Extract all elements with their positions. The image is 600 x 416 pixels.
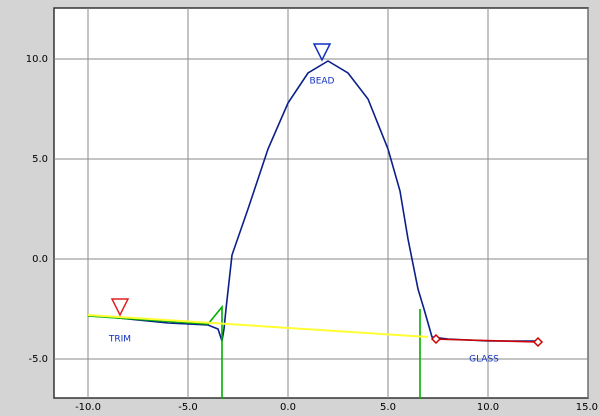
series-line	[431, 338, 539, 343]
annotation: BEAD	[310, 77, 335, 87]
x-tick-label: 5.0	[380, 402, 396, 413]
annotation: GLASS	[469, 355, 499, 365]
x-tick-label: 15.0	[576, 402, 598, 413]
marker	[110, 298, 130, 317]
y-tick-label: 0.0	[32, 254, 48, 265]
y-tick-label: -5.0	[28, 354, 48, 365]
y-tick-label: 5.0	[32, 154, 48, 165]
x-tick-label: 0.0	[280, 402, 296, 413]
x-tick-label: 10.0	[477, 402, 499, 413]
plot-area	[53, 7, 589, 399]
y-tick-label: 10.0	[26, 54, 48, 65]
x-tick-label: -10.0	[75, 402, 101, 413]
marker	[532, 336, 544, 348]
series-line	[87, 304, 421, 399]
annotation: TRIM	[108, 335, 131, 345]
series-line	[87, 314, 429, 338]
series-line	[87, 60, 538, 342]
marker	[430, 333, 442, 345]
x-tick-label: -5.0	[178, 402, 198, 413]
marker	[312, 43, 332, 62]
